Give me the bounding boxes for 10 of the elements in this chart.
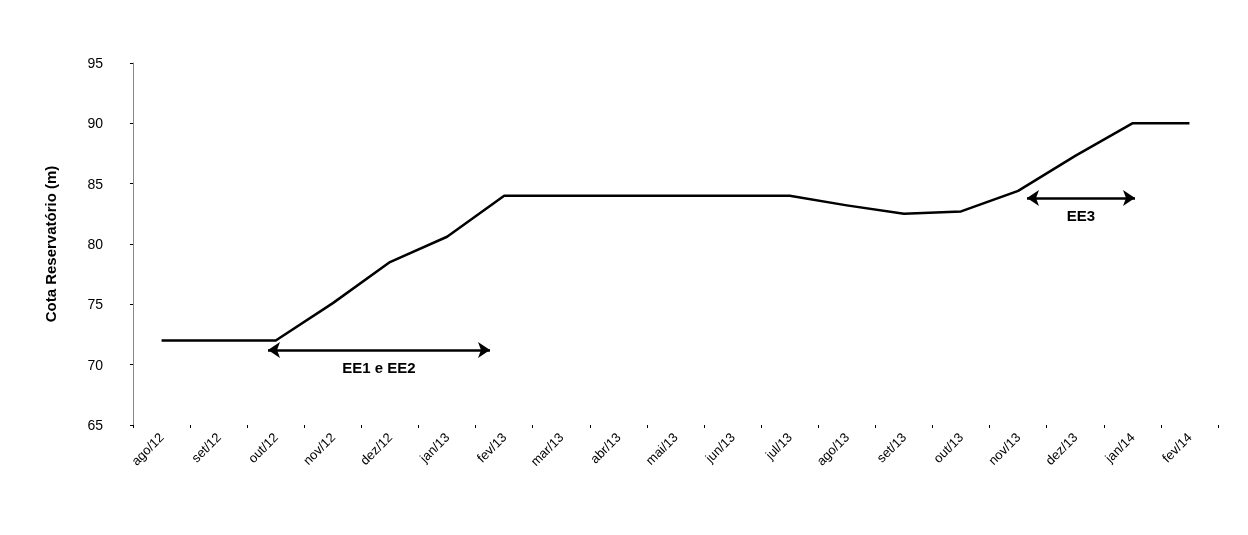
y-tick-label: 85 bbox=[87, 175, 104, 192]
y-axis-title: Cota Reservatório (m) bbox=[42, 165, 59, 323]
y-tick-label: 65 bbox=[87, 417, 104, 433]
y-tick-label: 75 bbox=[87, 296, 104, 313]
y-tick-label: 95 bbox=[87, 55, 104, 71]
y-tick-label: 70 bbox=[87, 356, 104, 373]
y-tick-label: 80 bbox=[87, 236, 104, 252]
annotation: EE1 e EE2 bbox=[342, 359, 416, 376]
y-tick-label: 90 bbox=[87, 115, 104, 132]
annotation: EE3 bbox=[1066, 207, 1096, 224]
